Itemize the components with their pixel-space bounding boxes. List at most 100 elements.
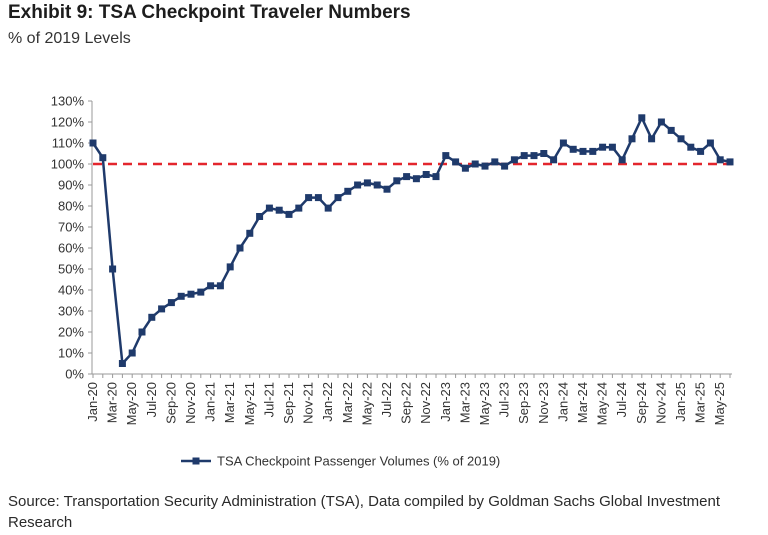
data-point [726, 158, 734, 166]
data-point [697, 147, 705, 155]
y-axis: 0% 10% 20% 30% 40% 50% 60% 70% 80% 90% 100% 110% 120… [51, 94, 93, 382]
data-point [265, 204, 273, 212]
data-point [638, 114, 646, 122]
x-tick-label: May-25 [712, 382, 727, 425]
x-tick-label: Nov-21 [301, 382, 316, 424]
legend: TSA Checkpoint Passenger Volumes (% of 2… [181, 454, 500, 469]
data-point [461, 164, 469, 172]
x-tick-label: Jan-22 [320, 382, 335, 422]
data-point [471, 160, 479, 168]
y-tick-label: 120% [51, 115, 85, 130]
data-point [667, 126, 675, 134]
y-tick-label: 40% [58, 283, 84, 298]
data-point [716, 156, 724, 164]
x-tick-label: Mar-24 [575, 382, 590, 423]
x-tick-label: Jul-20 [144, 382, 159, 417]
data-point [314, 194, 322, 202]
x-tick-label: Sep-23 [516, 382, 531, 424]
x-tick-label: Jan-21 [203, 382, 218, 422]
x-tick-label: Jul-22 [379, 382, 394, 417]
data-point [167, 299, 175, 307]
data-point [158, 305, 166, 313]
data-point [373, 181, 381, 189]
x-tick-label: Jul-23 [497, 382, 512, 417]
x-tick-label: Jul-24 [614, 382, 629, 417]
x-tick-label: Jul-21 [261, 382, 276, 417]
data-point [491, 158, 499, 166]
data-point [89, 139, 97, 147]
data-point [510, 156, 518, 164]
data-point [216, 282, 224, 290]
x-tick-label: Mar-20 [105, 382, 120, 423]
data-point [540, 150, 548, 157]
data-point [383, 185, 391, 193]
data-point [128, 349, 136, 357]
data-point [305, 194, 313, 202]
data-point [256, 213, 264, 220]
data-point [657, 118, 665, 126]
x-tick-label: May-20 [124, 382, 139, 425]
x-tick-label: Sep-20 [163, 382, 178, 424]
data-point [109, 265, 117, 273]
data-point [559, 139, 567, 147]
data-point [226, 263, 234, 271]
series-layer [89, 114, 734, 367]
x-axis: Jan-20 Mar-20 May-20 Jul-20 Sep-20 Nov-20 Jan-… [85, 373, 732, 425]
x-tick-label: Nov-22 [418, 382, 433, 424]
x-tick-label: Nov-20 [183, 382, 198, 424]
x-tick-label: May-23 [477, 382, 492, 425]
y-tick-label: 90% [58, 178, 84, 193]
y-tick-label: 0% [65, 367, 84, 382]
data-point [618, 156, 626, 164]
x-tick-label: Jan-25 [673, 382, 688, 422]
x-tick-label: Mar-22 [340, 382, 355, 423]
x-tick-label: Sep-21 [281, 382, 296, 424]
data-point [207, 282, 215, 290]
data-point [608, 143, 616, 151]
series-line [91, 116, 731, 365]
x-tick-label: Jan-24 [555, 382, 570, 422]
data-point [569, 145, 577, 153]
data-point [520, 152, 528, 160]
data-point [589, 147, 597, 155]
x-tick-label: Jan-20 [85, 382, 100, 422]
data-point [275, 206, 283, 214]
data-point [344, 187, 352, 195]
y-tick-label: 130% [51, 94, 85, 109]
x-tick-label: Nov-23 [536, 382, 551, 424]
data-point [118, 360, 126, 367]
data-point [363, 179, 371, 187]
data-point [628, 135, 636, 143]
data-point [677, 135, 685, 143]
data-point [285, 210, 293, 218]
data-point [687, 143, 695, 151]
x-tick-label: Mar-21 [222, 382, 237, 423]
data-point [148, 313, 156, 321]
data-point [452, 158, 460, 166]
source-note: Source: Transportation Security Administ… [8, 493, 720, 531]
data-point [354, 181, 362, 189]
data-point [422, 171, 430, 178]
chart-title: Exhibit 9: TSA Checkpoint Traveler Numbe… [8, 2, 411, 23]
y-tick-label: 80% [58, 199, 84, 214]
data-point [442, 152, 450, 160]
x-tick-label: Mar-25 [693, 382, 708, 423]
y-tick-label: 20% [58, 325, 84, 340]
data-point [481, 162, 489, 170]
legend-marker-swatch [192, 457, 200, 465]
data-point [550, 156, 558, 164]
data-point [187, 290, 195, 298]
x-tick-label: May-24 [595, 382, 610, 425]
y-tick-label: 110% [52, 136, 85, 151]
data-point [530, 152, 538, 160]
y-tick-label: 70% [58, 220, 84, 235]
x-tick-label: Jan-23 [438, 382, 453, 422]
x-tick-label: May-21 [242, 382, 257, 425]
data-point [197, 288, 205, 296]
data-point [138, 328, 146, 336]
x-tick-label: May-22 [359, 382, 374, 425]
data-point [579, 147, 587, 155]
data-point [334, 194, 342, 202]
x-tick-label: Sep-24 [634, 382, 649, 424]
